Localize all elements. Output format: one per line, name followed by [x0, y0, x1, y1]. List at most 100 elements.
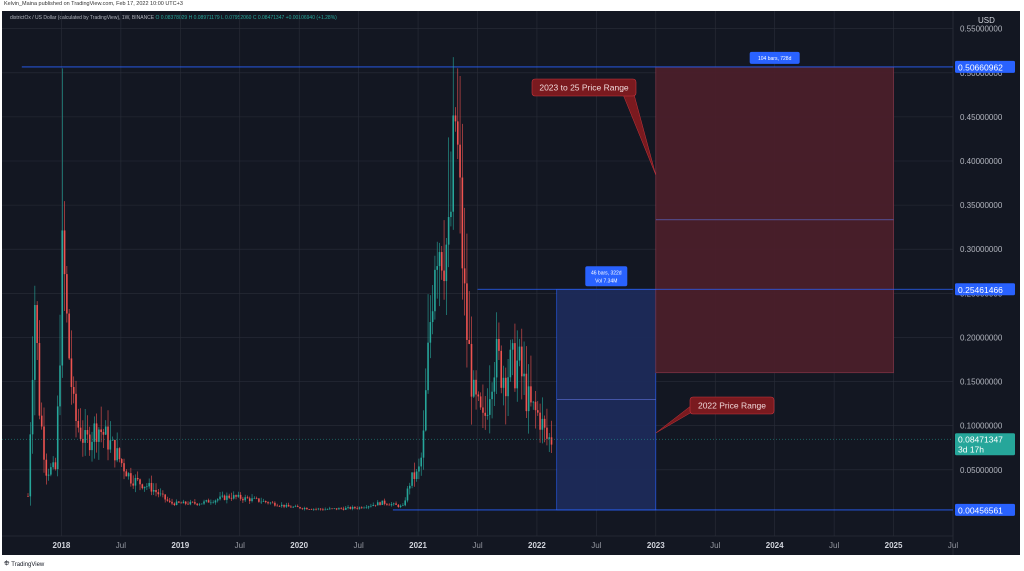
candle-body: [310, 509, 313, 510]
candle-body: [132, 483, 134, 486]
candle-body: [82, 438, 84, 443]
candle-body: [157, 492, 160, 495]
candle-body: [68, 313, 70, 359]
candle-body: [287, 504, 290, 507]
candle-body: [447, 217, 450, 245]
x-tick-label: Jul: [710, 541, 720, 550]
candle-body: [358, 507, 361, 509]
candle-body: [50, 467, 52, 475]
candle-body: [251, 498, 253, 502]
candle-body: [523, 373, 525, 377]
candle-body: [100, 429, 102, 433]
candle-body: [223, 495, 226, 500]
candle-body: [534, 401, 537, 411]
candle-body: [488, 399, 491, 415]
candle-body: [399, 505, 402, 507]
candle-body: [340, 508, 342, 509]
x-tick-label: 2024: [766, 541, 784, 550]
candle-body: [306, 507, 308, 510]
candle-body: [203, 501, 205, 504]
published-caption: Kelvin_Maina published on TradingView.co…: [4, 1, 183, 7]
candle-body: [436, 266, 439, 270]
candle-body: [280, 504, 283, 507]
candle-body: [244, 497, 246, 501]
price-axis-badge: [955, 503, 1015, 516]
candle-body: [370, 505, 372, 507]
candle-body: [189, 501, 192, 505]
candle-body: [365, 507, 368, 509]
candle-body: [61, 230, 64, 366]
candle-body: [502, 377, 505, 388]
candle-body: [173, 503, 176, 506]
candle-body: [278, 506, 281, 507]
candle-body: [379, 502, 381, 505]
candle-body: [283, 504, 285, 507]
candle-body: [324, 509, 326, 511]
callout-label: 2022 Price Range: [698, 401, 766, 411]
candle-body: [271, 502, 274, 504]
candle-body: [411, 472, 413, 486]
candle-body: [431, 311, 434, 323]
candle-body: [72, 387, 75, 394]
brand-label: TradingView: [11, 561, 45, 568]
candle-body: [114, 440, 116, 461]
candle-body: [155, 490, 157, 493]
candle-body: [221, 495, 224, 497]
candle-body: [120, 459, 123, 464]
candle-body: [166, 499, 169, 501]
candle-body: [470, 343, 473, 397]
candle-body: [347, 507, 349, 508]
candle-body: [390, 504, 393, 506]
candle-body: [335, 508, 338, 510]
candle-body: [187, 503, 189, 505]
range-stats-tag: [585, 266, 628, 287]
candle-body: [148, 482, 150, 487]
candle-body: [422, 430, 425, 458]
candle-body: [395, 503, 397, 505]
candle-body: [232, 495, 235, 499]
candle-body: [123, 463, 125, 472]
price-axis-badge: [955, 283, 1015, 296]
candle-body: [539, 412, 541, 430]
y-tick-label: 0.15000000: [960, 378, 1003, 387]
candle-body: [107, 426, 109, 450]
candle-body: [91, 441, 93, 451]
candle-body: [408, 485, 411, 489]
candle-body: [226, 495, 228, 500]
candle-body: [550, 437, 553, 445]
candle-body: [200, 503, 203, 505]
candle-body: [429, 322, 432, 343]
candle-body: [527, 386, 530, 412]
candle-body: [445, 244, 448, 282]
price-axis-badge-text: 0.25461466: [958, 285, 1003, 295]
candle-body: [27, 496, 29, 497]
candle-body: [139, 479, 141, 485]
candle-body: [86, 430, 89, 435]
candle-body: [56, 406, 59, 470]
candle-body: [242, 498, 244, 501]
y-tick-label: 0.55000000: [960, 25, 1003, 34]
candle-body: [326, 509, 329, 510]
candle-body: [351, 506, 354, 509]
x-tick-label: 2020: [290, 541, 308, 550]
range-stats-text: 104 bars, 728d: [758, 56, 792, 62]
candle-body: [342, 508, 345, 510]
candle-body: [427, 342, 429, 391]
x-tick-label: 2021: [409, 541, 427, 550]
candle-body: [162, 493, 164, 495]
candle-body: [331, 508, 333, 510]
candle-body: [237, 494, 240, 497]
candle-body: [178, 501, 180, 503]
y-tick-label: 0.40000000: [960, 157, 1003, 166]
candle-body: [363, 507, 365, 509]
low-value: L 0.07952060: [221, 15, 252, 21]
candle-body: [299, 507, 301, 509]
candle-body: [511, 343, 514, 350]
candle-body: [443, 270, 445, 282]
range-stats-text: 46 bars, 322d: [591, 270, 622, 276]
candle-body: [274, 502, 276, 506]
candle-body: [456, 121, 459, 145]
candle-body: [182, 501, 185, 504]
candle-body: [52, 462, 54, 468]
